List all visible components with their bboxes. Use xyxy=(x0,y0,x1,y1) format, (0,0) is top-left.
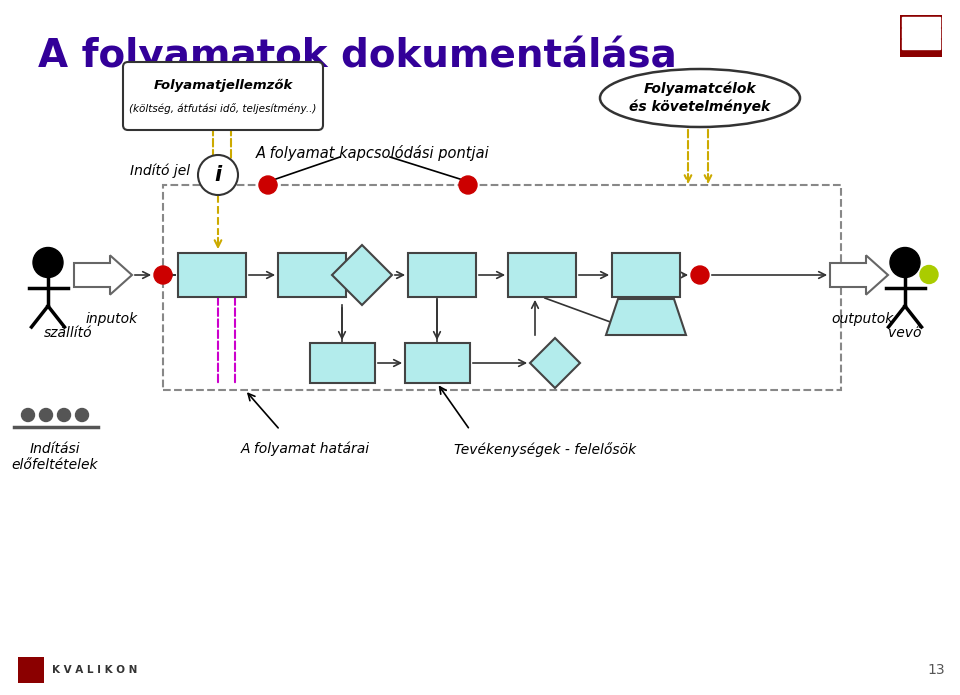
Circle shape xyxy=(39,409,53,421)
Text: vevő: vevő xyxy=(888,326,922,340)
Polygon shape xyxy=(530,338,580,388)
Circle shape xyxy=(259,176,277,194)
Text: Indítási: Indítási xyxy=(30,442,81,456)
Text: Tevékenységek - felelősök: Tevékenységek - felelősök xyxy=(454,442,636,457)
Text: outputok: outputok xyxy=(830,312,893,326)
FancyBboxPatch shape xyxy=(612,253,680,297)
Text: A folyamatok dokumentálása: A folyamatok dokumentálása xyxy=(38,35,677,74)
Circle shape xyxy=(890,247,920,277)
FancyBboxPatch shape xyxy=(508,253,576,297)
Polygon shape xyxy=(902,39,940,49)
Circle shape xyxy=(33,247,63,277)
Circle shape xyxy=(58,409,70,421)
Circle shape xyxy=(154,266,172,284)
Polygon shape xyxy=(74,255,132,295)
Text: inputok: inputok xyxy=(86,312,138,326)
FancyBboxPatch shape xyxy=(310,343,375,383)
Text: Indító jel: Indító jel xyxy=(130,164,190,178)
FancyBboxPatch shape xyxy=(408,253,476,297)
Polygon shape xyxy=(902,28,940,38)
FancyBboxPatch shape xyxy=(18,657,44,683)
FancyBboxPatch shape xyxy=(123,62,323,130)
Circle shape xyxy=(920,265,938,284)
FancyBboxPatch shape xyxy=(900,15,942,57)
Text: Folyamatjellemzők: Folyamatjellemzők xyxy=(154,79,293,92)
Text: 13: 13 xyxy=(927,663,945,677)
Text: és követelmények: és követelmények xyxy=(630,100,771,114)
Text: (költség, átfutási idő, teljesítmény..): (költség, átfutási idő, teljesítmény..) xyxy=(130,104,317,114)
Circle shape xyxy=(459,176,477,194)
Polygon shape xyxy=(332,245,392,305)
FancyBboxPatch shape xyxy=(178,253,246,297)
Text: szállító: szállító xyxy=(44,326,92,340)
FancyBboxPatch shape xyxy=(405,343,470,383)
Text: előfeltételek: előfeltételek xyxy=(12,458,98,472)
Ellipse shape xyxy=(600,69,800,127)
Text: Folyamatcélok: Folyamatcélok xyxy=(644,82,756,96)
Polygon shape xyxy=(606,299,686,335)
Circle shape xyxy=(21,409,35,421)
Text: i: i xyxy=(214,165,222,185)
Polygon shape xyxy=(902,17,940,27)
Circle shape xyxy=(198,155,238,195)
Text: A folyamat kapcsolódási pontjai: A folyamat kapcsolódási pontjai xyxy=(256,145,490,161)
Text: A folyamat határai: A folyamat határai xyxy=(240,442,370,457)
Polygon shape xyxy=(830,255,888,295)
Circle shape xyxy=(76,409,88,421)
FancyBboxPatch shape xyxy=(278,253,346,297)
Text: K V A L I K O N: K V A L I K O N xyxy=(52,665,137,675)
Circle shape xyxy=(691,266,709,284)
